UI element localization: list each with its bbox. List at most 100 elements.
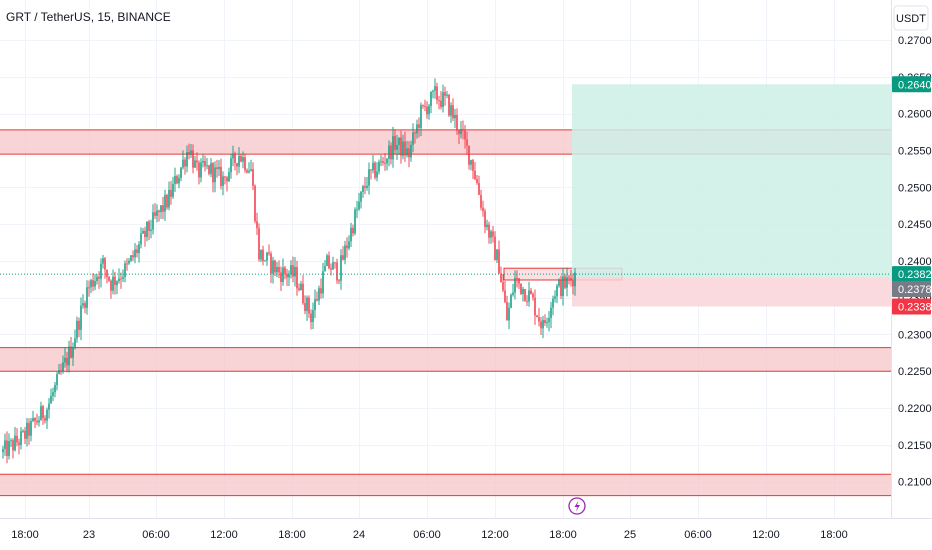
time-tick-label: 06:00 (413, 529, 441, 541)
candle-body (258, 228, 260, 260)
candle-body (408, 148, 410, 158)
price-tick-label: 0.2100 (898, 477, 932, 489)
candle-body (120, 278, 122, 280)
candle-body (40, 406, 42, 421)
candle-body (102, 258, 104, 264)
candle-body (532, 293, 534, 298)
candle-body (472, 160, 474, 171)
candle-body (20, 431, 22, 445)
candle-body (564, 276, 566, 288)
candle-body (392, 136, 394, 160)
candle-body (186, 151, 188, 167)
candle-body (178, 177, 180, 184)
candle-body (264, 260, 266, 262)
candle-body (438, 100, 440, 102)
candle-body (434, 86, 436, 91)
candle-body (332, 262, 334, 270)
candle-body (42, 406, 44, 419)
candle-body (516, 277, 518, 279)
candle-body (16, 435, 18, 443)
candle-body (198, 162, 200, 178)
candle-body (550, 307, 552, 319)
candle-body (538, 317, 540, 322)
candle-body (340, 255, 342, 281)
candle-body (458, 129, 460, 135)
candle-body (528, 290, 530, 302)
candle-body (304, 303, 306, 312)
candle-body (130, 255, 132, 261)
price-tick-label: 0.2700 (898, 35, 932, 47)
candle-body (320, 288, 322, 294)
chart-title: GRT / TetherUS, 15, BINANCE (6, 10, 171, 24)
candle-body (142, 230, 144, 234)
candle-body (98, 276, 100, 279)
time-tick-label: 24 (353, 529, 365, 541)
candle-body (244, 157, 246, 171)
candle-body (468, 145, 470, 165)
last-price-tag-bg (892, 266, 931, 283)
candle-body (476, 179, 478, 184)
lightning-icon[interactable] (568, 497, 586, 515)
candle-body (158, 210, 160, 213)
candle-body (308, 297, 310, 314)
candle-body (8, 441, 10, 456)
candle-body (80, 305, 82, 330)
candle-body (466, 139, 468, 146)
candle-body (536, 315, 538, 318)
candle-body (376, 171, 378, 178)
candle-body (18, 442, 20, 445)
price-tick-label: 0.2450 (898, 219, 932, 231)
candle-body (112, 276, 114, 291)
currency-button[interactable]: USDT (893, 5, 929, 31)
candle-body (206, 165, 208, 167)
price-tick-label: 0.2500 (898, 182, 932, 194)
time-tick-label: 12:00 (481, 529, 509, 541)
candle-body (296, 266, 298, 289)
candle-body (148, 221, 150, 231)
candle-body (52, 392, 54, 396)
candle-body (360, 191, 362, 202)
price-tick-label: 0.2150 (898, 440, 932, 452)
candle-body (60, 370, 62, 372)
entry-price-tag: 0.2378 (898, 284, 932, 296)
candle-body (122, 276, 124, 279)
candle-body (412, 132, 414, 145)
candle-body (64, 357, 66, 363)
candle-body (218, 166, 220, 170)
candle-body (234, 153, 236, 164)
candle-body (432, 90, 434, 92)
candle-body (522, 289, 524, 294)
candle-body (170, 189, 172, 197)
candle-body (12, 440, 14, 451)
candle-body (462, 129, 464, 131)
candle-body (56, 374, 58, 386)
candle-body (456, 114, 458, 130)
candle-body (276, 267, 278, 273)
candle-body (38, 420, 40, 423)
candle-body (204, 161, 206, 167)
candle-body (266, 252, 268, 261)
candle-body (212, 163, 214, 183)
candle-body (222, 176, 224, 186)
candle-body (370, 169, 372, 171)
candle-body (448, 94, 450, 116)
candle-body (228, 172, 230, 182)
candle-body (492, 231, 494, 237)
candle-body (388, 145, 390, 159)
position-tool[interactable] (572, 84, 891, 307)
candle-body (474, 170, 476, 180)
candle-body (128, 260, 130, 264)
candle-body (426, 106, 428, 115)
candle-body (280, 272, 282, 283)
candle-body (2, 448, 4, 453)
candle-body (50, 395, 52, 404)
candle-body (436, 86, 438, 101)
candle-body (380, 161, 382, 163)
time-tick-label: 18:00 (278, 529, 306, 541)
candle-body (144, 230, 146, 238)
candle-body (570, 277, 572, 280)
candle-body (246, 170, 248, 173)
candle-body (70, 346, 72, 358)
candle-body (330, 268, 332, 270)
